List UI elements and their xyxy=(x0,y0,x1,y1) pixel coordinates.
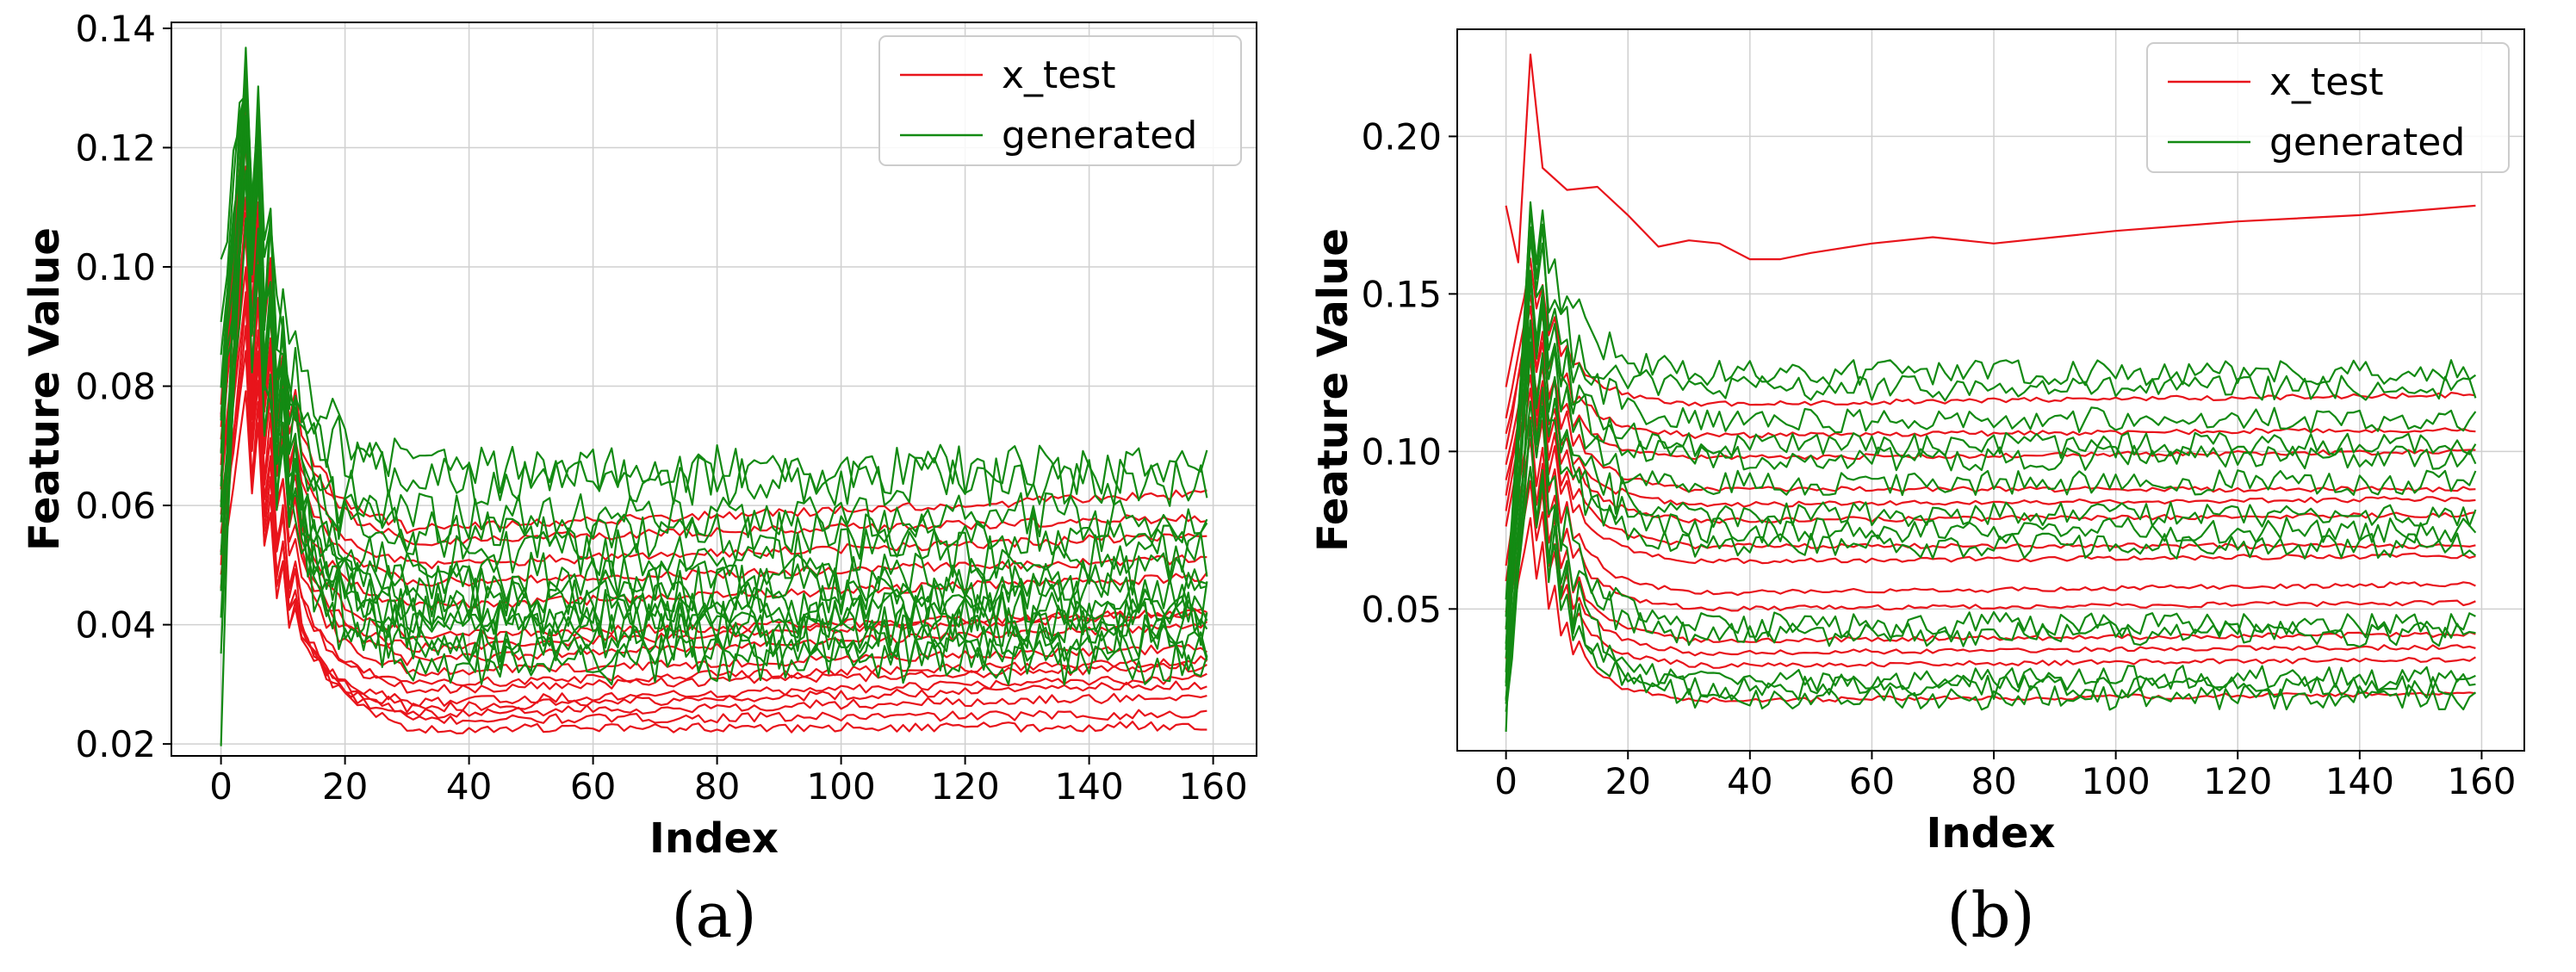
series-line-x-test xyxy=(1505,374,2476,565)
series-line-generated xyxy=(1505,466,2477,712)
y-tick-label: 0.08 xyxy=(75,366,156,408)
series-line-generated xyxy=(1505,400,2476,701)
series-line-generated xyxy=(220,46,1207,603)
series-line-x-test xyxy=(220,291,1208,687)
y-axis-title: Feature Value xyxy=(1309,228,1357,552)
series-line-x-test xyxy=(1505,305,2476,493)
panel-caption: (b) xyxy=(1946,879,2034,951)
legend-box xyxy=(2146,42,2510,173)
series-line-x-test xyxy=(220,212,1207,735)
series-line-x-test xyxy=(220,139,1207,570)
x-tick-label: 40 xyxy=(446,765,492,808)
y-tick-label: 0.10 xyxy=(1361,430,1442,473)
series-line-generated xyxy=(220,127,1208,627)
series-line-x-test xyxy=(1505,467,2476,657)
plot-frame xyxy=(1456,28,2525,752)
series-line-generated xyxy=(1505,419,2476,700)
series-line-generated xyxy=(220,127,1208,663)
series-line-generated xyxy=(1505,201,2477,732)
series-line-generated xyxy=(1505,319,2477,659)
series-line-x-test xyxy=(1505,323,2476,461)
series-line-x-test xyxy=(220,84,1207,535)
x-tick-label: 120 xyxy=(931,765,1000,808)
legend-label: generated xyxy=(2269,121,2465,164)
series-line-generated xyxy=(1505,341,2476,687)
x-tick-label: 100 xyxy=(807,765,876,808)
chart-panel-a: 0 20 40 60 80 100 120 140 160 0.02 0.04 0.06 0.08 0.1… xyxy=(21,8,1257,951)
series-line-generated xyxy=(1505,422,2476,704)
series-line-generated xyxy=(1505,207,2477,650)
x-tick-label: 60 xyxy=(570,765,616,808)
y-tick-label: 0.05 xyxy=(1361,588,1442,630)
x-axis-title: Index xyxy=(1927,809,2056,857)
series-line-generated xyxy=(1505,269,2477,600)
series-line-generated xyxy=(220,75,1208,746)
series-line-x-test xyxy=(220,350,1207,714)
x-tick-label: 140 xyxy=(2325,760,2394,802)
series-line-x-test xyxy=(1505,342,2476,508)
x-tick-label: 80 xyxy=(694,765,740,808)
series-line-generated xyxy=(220,170,1208,675)
y-tick-label: 0.02 xyxy=(75,723,156,765)
x-axis-title: Index xyxy=(649,814,779,863)
chart-panel-b: 0 20 40 60 80 100 120 140 160 0.05 0.10 0.15 0.20 x_… xyxy=(1309,28,2525,951)
series-line-x-test xyxy=(1505,416,2476,612)
series-line-generated xyxy=(220,90,1207,615)
y-tick-label: 0.04 xyxy=(75,604,156,647)
y-tick-label: 0.14 xyxy=(75,8,156,50)
series-line-x-test xyxy=(220,390,1207,708)
series-line-generated xyxy=(1505,322,2477,672)
series-line-generated xyxy=(1505,236,2477,684)
series-line-generated xyxy=(220,70,1208,561)
series-line-x-test xyxy=(220,300,1207,725)
series-line-generated xyxy=(220,90,1208,579)
series-line-generated xyxy=(1505,272,2477,630)
series-line-x-test xyxy=(220,325,1207,720)
legend-label: x_test xyxy=(2269,60,2384,104)
legend-label: x_test xyxy=(1002,53,1116,97)
series-line-x-test xyxy=(220,102,1207,547)
series-line-generated xyxy=(220,119,1208,638)
series-line-x-test xyxy=(1505,437,2476,644)
plot-frame xyxy=(171,22,1257,757)
series-line-x-test xyxy=(1505,257,2476,407)
panel-caption: (a) xyxy=(671,879,756,951)
series-line-generated xyxy=(1505,276,2477,644)
series-line-x-test xyxy=(1505,480,2476,669)
series-line-x-test-outlier xyxy=(1505,53,2476,263)
legend-label: generated xyxy=(1002,114,1197,158)
x-tick-label: 20 xyxy=(322,765,368,808)
series-line-generated xyxy=(220,81,1208,496)
y-tick-label: 0.15 xyxy=(1361,273,1442,315)
x-tick-label: 0 xyxy=(209,765,233,808)
x-tick-label: 160 xyxy=(2447,760,2516,802)
x-tick-label: 20 xyxy=(1605,760,1651,802)
y-tick-label: 0.20 xyxy=(1361,115,1442,158)
series-line-x-test xyxy=(220,212,1208,677)
series-line-x-test xyxy=(1505,387,2476,597)
x-tick-label: 160 xyxy=(1179,765,1248,808)
y-axis-title: Feature Value xyxy=(21,227,69,551)
x-tick-label: 100 xyxy=(2082,760,2151,802)
series-line-x-test xyxy=(220,266,1207,694)
x-tick-label: 60 xyxy=(1849,760,1895,802)
series-line-generated xyxy=(220,57,1208,544)
x-tick-label: 120 xyxy=(2203,760,2272,802)
x-tick-label: 0 xyxy=(1494,760,1518,802)
y-tick-label: 0.10 xyxy=(75,246,156,288)
y-tick-label: 0.12 xyxy=(75,127,156,169)
x-tick-label: 140 xyxy=(1055,765,1124,808)
x-tick-label: 80 xyxy=(1971,760,2016,802)
series-line-x-test xyxy=(1505,294,2476,439)
y-tick-label: 0.06 xyxy=(75,485,156,527)
series-line-generated xyxy=(220,217,1208,651)
series-line-x-test xyxy=(1505,356,2476,524)
legend-box xyxy=(878,35,1242,166)
x-tick-label: 40 xyxy=(1727,760,1772,802)
